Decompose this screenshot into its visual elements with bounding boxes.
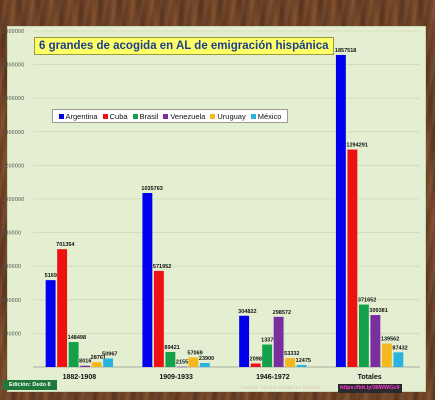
y-tick-label: 600000 (2, 264, 21, 270)
bar-argentina-3 (239, 315, 250, 367)
bar-value-label: 139562 (381, 337, 399, 343)
bar-cuba-4 (347, 149, 358, 367)
source-credit: Fuente: Héctor Gutierrez Roldán (241, 385, 321, 391)
source-link[interactable]: https://bit.ly/36WWGc9 (338, 384, 402, 393)
legend-label: México (257, 111, 282, 121)
bar-value-label: 89421 (164, 345, 179, 351)
bar-argentina-2 (142, 192, 153, 367)
chart-title: 6 grandes de acogida en AL de emigración… (34, 37, 334, 55)
y-tick-label: 400000 (2, 298, 21, 304)
bar-value-label: 23900 (199, 356, 214, 362)
bar-venezuela-1 (80, 365, 91, 367)
bar-value-label: 309381 (369, 308, 387, 314)
bar-value-label: 133753 (261, 338, 279, 344)
bar-cuba-3 (250, 363, 261, 367)
y-tick-label: 1400000 (2, 130, 24, 136)
y-tick-label: 200000 (2, 331, 21, 337)
legend-swatch (58, 113, 64, 119)
bar-value-label: 87432 (392, 345, 407, 351)
bar-value-label: 701354 (56, 242, 75, 248)
bar-méxico-4 (393, 352, 404, 367)
chart-legend: Argentina Cuba Brasil Venezuela Uruguay Méxic… (52, 109, 288, 123)
category-label: Totales (358, 374, 382, 381)
bar-value-label: 148498 (68, 335, 86, 341)
legend-label: Cuba (109, 111, 128, 121)
bar-venezuela-3 (273, 316, 284, 367)
bar-value-label: 304822 (238, 309, 256, 315)
bar-cuba-1 (57, 249, 68, 367)
category-label: 1882-1908 (63, 374, 97, 381)
bar-méxico-3 (296, 364, 307, 367)
bar-uruguay-3 (285, 358, 296, 367)
bar-cuba-2 (153, 270, 164, 367)
bar-méxico-2 (199, 362, 210, 367)
bar-méxico-1 (103, 358, 114, 367)
legend-swatch (132, 113, 138, 119)
bar-value-label: 20985 (250, 356, 265, 362)
bar-brasil-3 (262, 344, 273, 367)
legend-swatch (250, 113, 256, 119)
legend-label: Argentina (65, 111, 98, 121)
bar-value-label: 371652 (358, 298, 376, 304)
bar-value-label: 1857518 (335, 48, 356, 54)
legend-item-uruguay: Uruguay (210, 111, 246, 121)
bar-value-label: 28761 (91, 355, 106, 361)
bar-value-label: 516933 (45, 273, 63, 279)
bar-value-label: 57069 (187, 350, 202, 356)
y-tick-label: 1800000 (2, 63, 24, 69)
bar-value-label: 1294291 (346, 143, 367, 149)
legend-item-cuba: Cuba (102, 111, 128, 121)
bar-argentina-1 (45, 280, 56, 367)
bar-venezuela-2 (176, 366, 187, 368)
legend-swatch (102, 113, 108, 119)
bar-value-label: 8016 (79, 359, 91, 365)
bar-value-label: 12475 (296, 358, 311, 364)
y-tick-label: 0 (2, 365, 5, 371)
bar-brasil-4 (358, 304, 369, 367)
category-label: 1909-1933 (159, 374, 193, 381)
y-tick-label: 800000 (2, 231, 21, 237)
legend-item-brasil: Brasil (132, 111, 159, 121)
legend-swatch (163, 113, 169, 119)
bar-uruguay-4 (381, 343, 392, 367)
y-tick-label: 2000000 (2, 29, 24, 35)
bar-uruguay-1 (91, 362, 102, 367)
bar-uruguay-2 (188, 357, 199, 367)
bar-argentina-4 (335, 54, 346, 367)
bar-value-label: 298572 (273, 310, 291, 316)
legend-item-venezuela: Venezuela (163, 112, 205, 121)
bar-value-label: 53332 (284, 351, 299, 357)
legend-item-argentina: Argentina (58, 111, 98, 121)
y-tick-label: 1000000 (2, 197, 24, 203)
legend-item-méxico: México (250, 111, 282, 121)
legend-label: Brasil (139, 111, 159, 121)
category-label: 1946-1972 (256, 374, 290, 381)
edition-badge: Edición: Dedo 8 (3, 380, 57, 390)
bar-brasil-1 (68, 342, 79, 367)
y-tick-label: 1600000 (2, 96, 24, 102)
y-tick-label: 1200000 (2, 163, 24, 169)
bar-value-label: 571952 (153, 264, 171, 270)
legend-label: Uruguay (217, 111, 246, 121)
legend-swatch (210, 113, 216, 119)
bar-brasil-2 (165, 351, 176, 367)
bar-value-label: 2155 (176, 360, 188, 366)
legend-label: Venezuela (170, 111, 206, 121)
bar-value-label: 50967 (102, 351, 117, 357)
bar-venezuela-4 (370, 315, 381, 367)
bar-value-label: 1035763 (141, 186, 162, 192)
